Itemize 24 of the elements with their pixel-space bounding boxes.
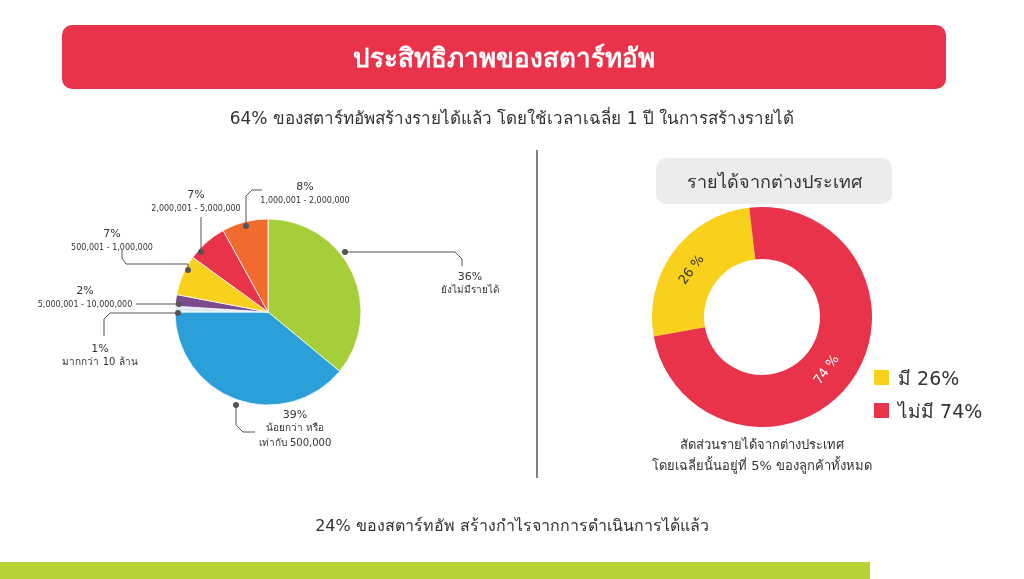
data-label: 7% [187, 188, 205, 201]
data-label: 7% [103, 227, 121, 240]
data-label: 1% [91, 342, 109, 355]
data-label: 8% [296, 180, 314, 193]
slice-label: 500,001 - 1,000,000 [71, 243, 153, 252]
legend-label: ไม่มี 74% [896, 400, 983, 422]
data-label: 36% [457, 270, 483, 283]
chart-title: รายได้จากต่างประเทศ [686, 171, 863, 192]
legend-label: มี 26% [898, 367, 960, 389]
slice-label: 1,000,001 - 2,000,000 [260, 196, 350, 205]
text: โดยเฉลี่ยนั้นอยู่ที่ 5% ของลูกค้าทั้งหมด [652, 456, 872, 474]
chart-subtitle: 64% ของสตาร์ทอัพสร้างรายได้แล้ว โดยใช้เวลาเฉลี่ย 1 ปี ในการสร้างรายได้ [229, 106, 795, 128]
text: 24% ของสตาร์ทอัพ สร้างกำไรจากการดำเนินการได้แล้ว [315, 516, 709, 535]
slice-label: มากกว่า 10 ล้าน [62, 356, 138, 367]
data-label: 74 % [810, 351, 842, 388]
slice-label: 2,000,001 - 5,000,000 [151, 204, 241, 213]
text: สัดส่วนรายได้จากต่างประเทศ [680, 437, 845, 452]
slice-label: 5,000,001 - 10,000,000 [37, 300, 133, 309]
slice-label: น้อยกว่า หรือ เท่ากับ 500,000 [258, 422, 332, 448]
data-label: 26 % [675, 251, 707, 288]
slice-label: ยังไม่มีรายได้ [441, 284, 499, 295]
data-label: 2% [76, 284, 94, 297]
data-label: 39% [282, 408, 308, 421]
chart-title: ประสิทธิภาพของสตาร์ทอัพ [353, 43, 655, 73]
